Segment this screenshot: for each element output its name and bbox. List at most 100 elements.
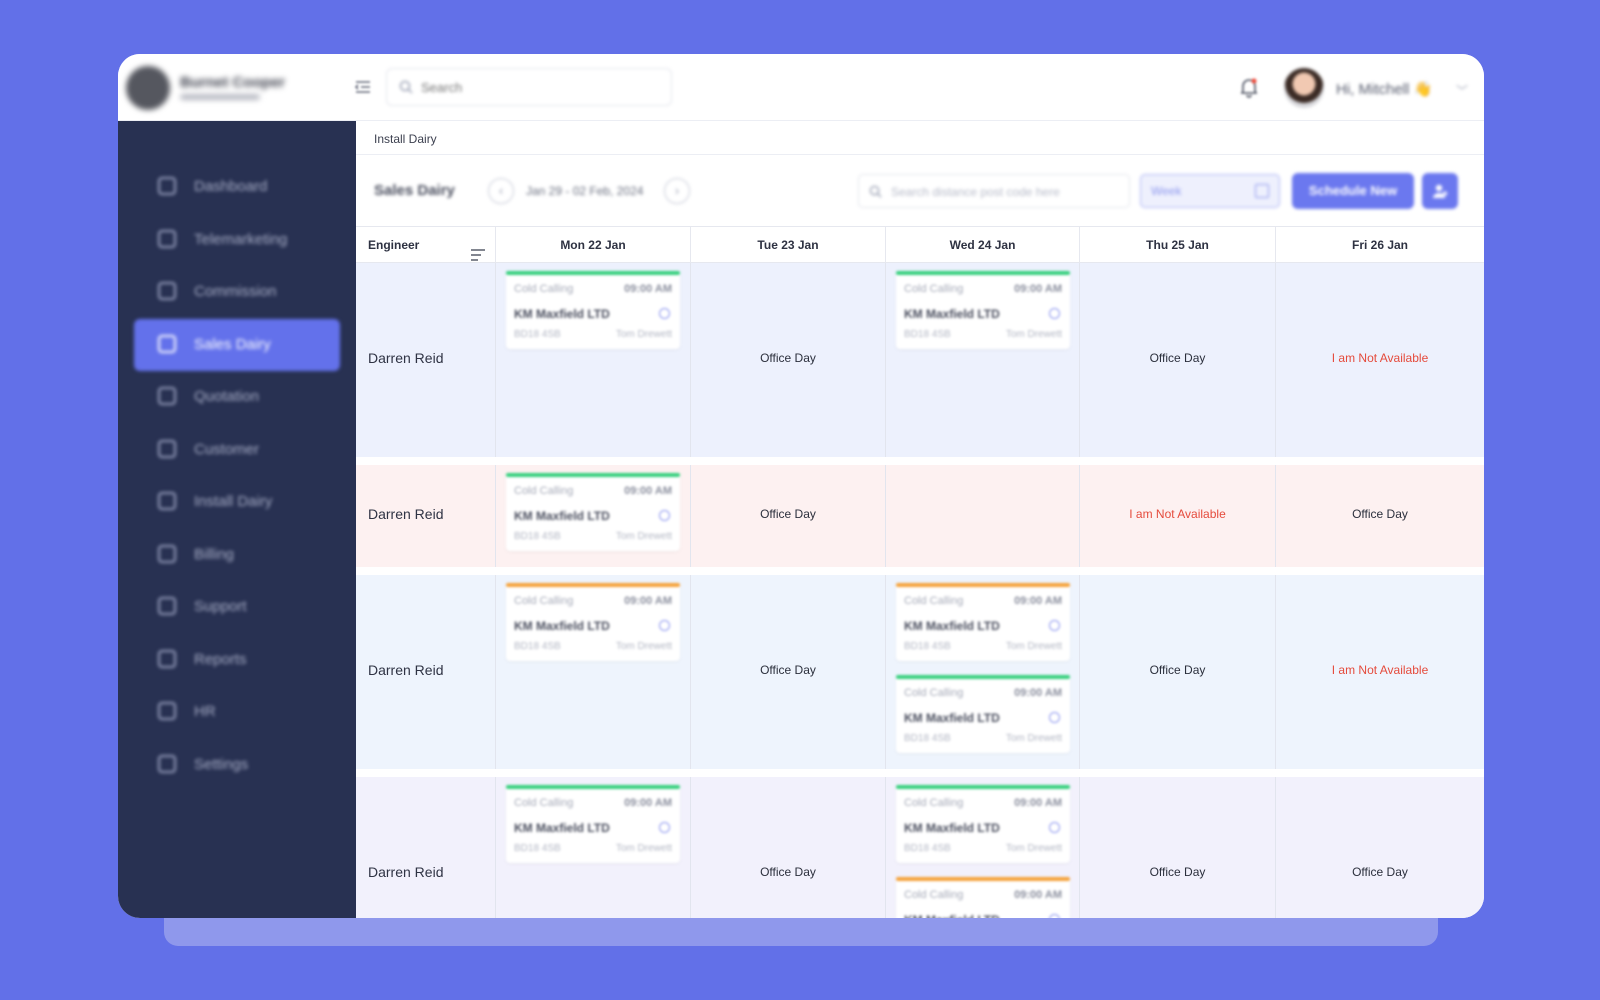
column-header-fri[interactable]: Fri 26 Jan	[1351, 238, 1409, 252]
history-icon[interactable]	[659, 308, 670, 319]
user-menu[interactable]: Hi, Mitchell 👋 ﹀	[1284, 68, 1484, 108]
sidebar-item-support[interactable]: Support	[134, 581, 340, 633]
postcode-search-input[interactable]: Search distance post code here	[858, 174, 1130, 208]
schedule-new-button[interactable]: Schedule New	[1292, 173, 1414, 209]
history-icon[interactable]	[1049, 620, 1060, 631]
sidebar-item-label: Dashboard	[194, 178, 268, 195]
view-select[interactable]: Week	[1140, 174, 1280, 208]
engineer-row: Darren Reid Office Day Office Day I am Not …	[356, 263, 1484, 457]
global-search[interactable]	[386, 68, 672, 106]
day-cell[interactable]: Office Day	[1276, 777, 1484, 918]
agent-name: Tom Drewett	[1005, 733, 1062, 744]
day-cell[interactable]: Office Day	[1276, 465, 1484, 567]
chevron-down-icon: ﹀	[1456, 84, 1469, 98]
history-icon[interactable]	[659, 620, 670, 631]
day-cell[interactable]: Office Day	[691, 263, 886, 457]
status-bar	[896, 675, 1070, 679]
day-cell[interactable]	[496, 777, 691, 918]
prev-week-button[interactable]: ‹	[488, 178, 514, 204]
history-icon[interactable]	[1049, 822, 1060, 833]
company-name: KM Maxfield LTD	[904, 913, 1000, 918]
sidebar-item-dashboard[interactable]: Dashboard	[134, 161, 340, 213]
day-cell[interactable]: I am Not Available	[1276, 263, 1484, 457]
availability-status: Office Day	[1352, 507, 1408, 521]
search-input[interactable]	[421, 77, 661, 97]
day-cell[interactable]	[496, 263, 691, 457]
sidebar-item-telemarketing[interactable]: Telemarketing	[134, 214, 340, 266]
sidebar-item-reports[interactable]: Reports	[134, 634, 340, 686]
postcode: BD18 4SB	[904, 843, 951, 854]
grid-header: Engineer Mon 22 Jan Tue 23 Jan Wed 24 Ja…	[356, 227, 1484, 263]
day-cell[interactable]: Office Day	[1080, 263, 1276, 457]
day-cell[interactable]: Office Day	[1080, 777, 1276, 918]
day-cell[interactable]: I am Not Available	[1276, 575, 1484, 769]
column-header-thu[interactable]: Thu 25 Jan	[1080, 227, 1276, 263]
status-bar	[896, 785, 1070, 789]
support-icon	[158, 597, 176, 615]
postcode: BD18 4SB	[514, 641, 561, 652]
menu-toggle-icon[interactable]	[354, 78, 372, 96]
appointment-type: Cold Calling	[514, 283, 574, 295]
sidebar-item-label: Sales Dairy	[194, 335, 271, 353]
assign-user-button[interactable]	[1422, 173, 1458, 209]
sidebar-item-sales-dairy[interactable]: Sales Dairy	[134, 318, 340, 371]
day-cell[interactable]	[886, 263, 1080, 457]
sort-icon[interactable]	[471, 239, 485, 275]
sidebar-item-commission[interactable]: Commission	[134, 266, 340, 318]
day-cell[interactable]: Office Day	[691, 575, 886, 769]
day-cell[interactable]	[886, 575, 1080, 769]
sidebar-item-billing[interactable]: Billing	[134, 529, 340, 581]
appointment-type: Cold Calling	[514, 485, 574, 497]
sidebar-item-quotation[interactable]: Quotation	[134, 371, 340, 423]
calendar-icon	[158, 334, 176, 353]
history-icon[interactable]	[1049, 914, 1060, 918]
company-name: KM Maxfield LTD	[514, 307, 610, 321]
day-cell[interactable]: Office Day	[691, 465, 886, 567]
day-cell[interactable]	[886, 465, 1080, 567]
history-icon[interactable]	[659, 822, 670, 833]
next-week-button[interactable]: ›	[664, 178, 690, 204]
availability-status: Office Day	[1149, 351, 1206, 365]
status-bar	[506, 583, 680, 587]
appointment-time: 09:00 AM	[1014, 283, 1062, 295]
notification-bell-icon[interactable]	[1238, 76, 1260, 98]
main-content: Install Dairy Sales Dairy ‹ Jan 29 - 02 …	[356, 121, 1484, 918]
brand[interactable]: Burnet Cooper	[126, 66, 296, 110]
engineer-row: Darren Reid Office Day Office Day Office Da…	[356, 777, 1484, 918]
sidebar-item-settings[interactable]: Settings	[134, 739, 340, 791]
availability-status: Office Day	[1149, 865, 1206, 879]
day-cell[interactable]	[496, 465, 691, 567]
day-cell[interactable]: Office Day	[1080, 575, 1276, 769]
day-cell[interactable]: I am Not Available	[1080, 465, 1276, 567]
history-icon[interactable]	[1049, 712, 1060, 723]
engineer-cell: Darren Reid	[356, 263, 496, 457]
avatar	[1284, 68, 1324, 108]
column-header-wed[interactable]: Wed 24 Jan	[886, 227, 1080, 263]
history-icon[interactable]	[659, 510, 670, 521]
dashboard-icon	[158, 177, 176, 195]
day-cell[interactable]	[886, 777, 1080, 918]
column-header-tue[interactable]: Tue 23 Jan	[691, 227, 886, 263]
sidebar-item-install-dairy[interactable]: Install Dairy	[134, 476, 340, 528]
sidebar-item-customer[interactable]: Customer	[134, 424, 340, 476]
sidebar-item-hr[interactable]: HR	[134, 686, 340, 738]
appointment-type: Cold Calling	[514, 797, 574, 809]
page-title: Sales Dairy	[374, 182, 455, 199]
availability-status: I am Not Available	[1129, 507, 1226, 521]
availability-status: I am Not Available	[1331, 351, 1429, 365]
history-icon[interactable]	[1049, 308, 1060, 319]
breadcrumb-item[interactable]: Install Dairy	[374, 132, 437, 146]
column-header-mon[interactable]: Mon 22 Jan	[496, 227, 691, 263]
day-cell[interactable]: Office Day	[691, 777, 886, 918]
sidebar-item-label: HR	[194, 703, 216, 720]
day-cell[interactable]	[496, 575, 691, 769]
